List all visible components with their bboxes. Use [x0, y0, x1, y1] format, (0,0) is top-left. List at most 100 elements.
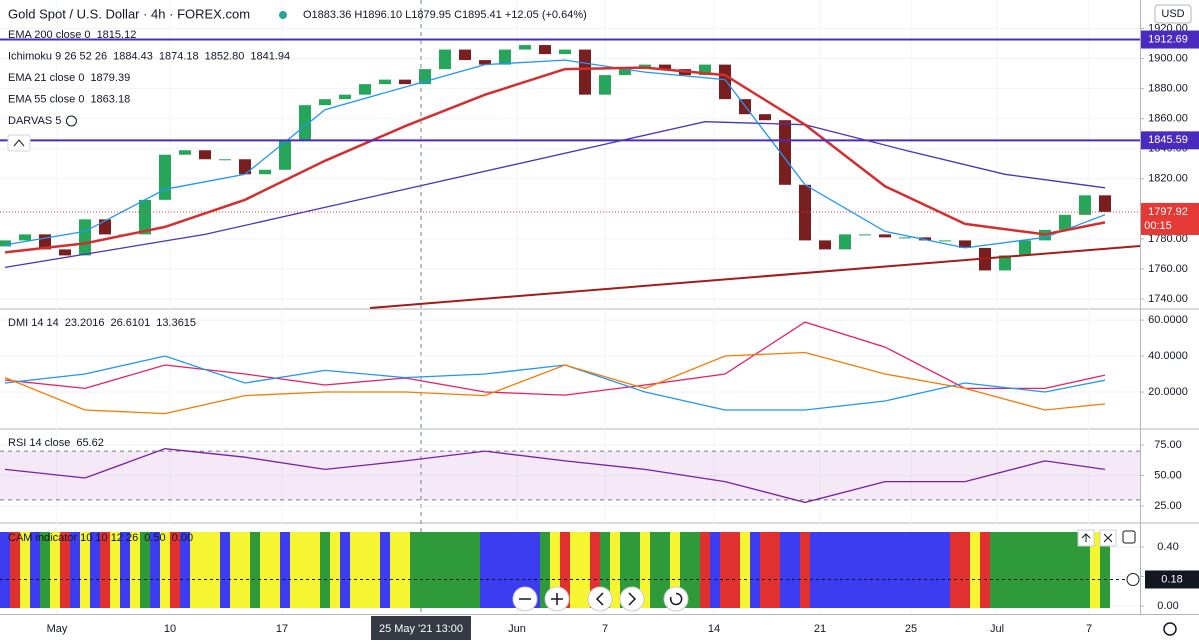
candle — [799, 184, 811, 241]
cam-bar — [950, 532, 960, 608]
candle — [139, 199, 151, 235]
x-tick-label: Jul — [990, 623, 1004, 635]
last-value-bg — [1145, 570, 1199, 589]
cam-bar — [210, 532, 220, 608]
cam-bar — [690, 532, 700, 608]
candle — [459, 49, 471, 61]
maximize-pane-button[interactable] — [1122, 530, 1136, 544]
cam-bar — [80, 532, 90, 608]
cam-bar — [510, 532, 520, 608]
left-icon — [595, 592, 604, 606]
cam-bar — [450, 532, 460, 608]
candle — [239, 159, 251, 175]
cam-bar — [1020, 532, 1030, 608]
cam-bar — [890, 532, 900, 608]
settings-button[interactable] — [1163, 622, 1177, 636]
ohlc: O1883.36 H1896.10 L1879.95 C1895.41 +12.… — [303, 9, 587, 21]
cam-bar — [750, 532, 760, 608]
candle — [839, 234, 851, 250]
cam-bar — [900, 532, 910, 608]
cam-bar — [1050, 532, 1060, 608]
candle — [599, 75, 611, 95]
cam-bar — [850, 532, 860, 608]
crosshair-label: 25 May '21 13:00 — [379, 623, 463, 635]
right-icon — [628, 592, 637, 606]
cam-bar — [650, 532, 660, 608]
candle — [1059, 214, 1071, 230]
cam-bar — [280, 532, 290, 608]
candle — [519, 45, 531, 50]
cam-bar — [740, 532, 750, 608]
cam-bar — [0, 532, 10, 608]
reset-button[interactable] — [663, 586, 689, 612]
y-tick-label: 75.00 — [1154, 439, 1182, 451]
candle — [619, 69, 631, 76]
candle — [179, 150, 191, 155]
scroll-left-button[interactable] — [587, 586, 613, 612]
candle — [399, 79, 411, 85]
candle — [159, 154, 171, 200]
legend-text: 1815.12 — [97, 29, 137, 41]
candle — [939, 240, 951, 242]
cam-bar — [350, 532, 360, 608]
candle — [859, 234, 871, 236]
visibility-icon — [65, 115, 77, 127]
currency-button[interactable] — [1154, 4, 1192, 24]
currency[interactable]: USD — [1161, 8, 1184, 20]
y-tick-label: 1860.00 — [1148, 113, 1188, 125]
candle — [19, 234, 31, 241]
cam-bar — [820, 532, 830, 608]
y-tick-label: 50.00 — [1154, 469, 1182, 481]
cam-bar — [590, 532, 600, 608]
legend-text: EMA 21 close 0 — [8, 72, 84, 84]
indicator-line — [4, 351, 1106, 415]
cam-bar — [130, 532, 140, 608]
x-tick-label: 10 — [164, 623, 176, 635]
candle — [359, 84, 371, 95]
y-tick-label: 1880.00 — [1148, 83, 1188, 95]
level-tag: 1912.69 — [1148, 33, 1188, 45]
indicator-line — [4, 321, 1106, 396]
cam-bar — [460, 532, 470, 608]
y-tick-label: 1760.00 — [1148, 263, 1188, 275]
legend-text: 1863.18 — [90, 93, 130, 105]
cam-bar — [550, 532, 560, 608]
legend-text: 1884.43 — [113, 50, 153, 62]
reset-icon — [669, 592, 683, 606]
cam-bar — [500, 532, 510, 608]
legend-text: 23.2016 — [65, 317, 105, 329]
y-tick-label: 1900.00 — [1148, 53, 1188, 65]
candle — [439, 49, 451, 70]
candle — [779, 120, 791, 185]
cam-bar — [90, 532, 100, 608]
scroll-right-button[interactable] — [619, 586, 645, 612]
cam-bar — [710, 532, 720, 608]
cam-bar — [570, 532, 580, 608]
cam-bar — [670, 532, 680, 608]
cam-bar — [170, 532, 180, 608]
countdown: 00:15 — [1144, 220, 1172, 232]
symbol: Gold Spot / U.S. Dollar · 4h · FOREX.com — [8, 6, 250, 21]
cam-bar — [540, 532, 550, 608]
cam-bar — [440, 532, 450, 608]
cam-bar — [400, 532, 410, 608]
candle — [879, 234, 891, 238]
cam-bar — [960, 532, 970, 608]
cam-bar — [60, 532, 70, 608]
x-tick-label: 14 — [708, 623, 720, 635]
cam-bar — [800, 532, 810, 608]
cam-bar — [10, 532, 20, 608]
legend-text: DMI 14 14 — [8, 317, 59, 329]
collapse-legend[interactable] — [7, 134, 31, 152]
legend-text: 0.00 — [172, 532, 193, 544]
cam-bar — [160, 532, 170, 608]
legend-text: EMA 55 close 0 — [8, 93, 84, 105]
x-tick-label: 7 — [1086, 623, 1092, 635]
cam-bar — [880, 532, 890, 608]
cam-bar — [430, 532, 440, 608]
cam-bar — [370, 532, 380, 608]
legend-text: 1879.39 — [90, 72, 130, 84]
candle — [819, 240, 831, 250]
cam-bar — [360, 532, 370, 608]
